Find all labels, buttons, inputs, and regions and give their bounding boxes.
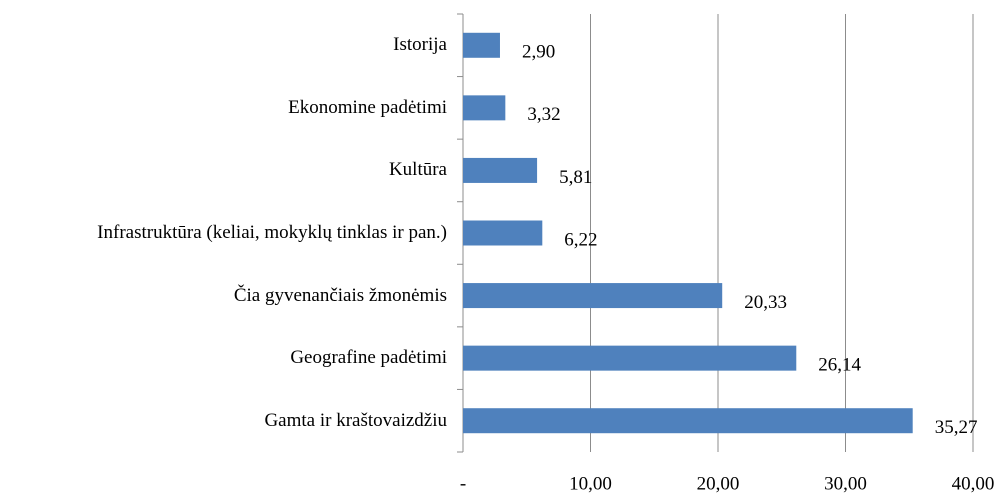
y-tick-label: Gamta ir kraštovaizdžiu (264, 409, 447, 431)
bar (463, 220, 543, 246)
x-tick-label: 30,00 (824, 473, 867, 494)
bar (463, 32, 500, 58)
value-label: 5,81 (559, 167, 592, 188)
bar (463, 345, 797, 371)
y-tick-label: Geografine padėtimi (290, 347, 447, 369)
bar (463, 408, 913, 434)
y-tick-label: Kultūra (388, 159, 447, 181)
x-tick-label: 10,00 (569, 473, 612, 494)
value-label: 3,32 (527, 104, 560, 125)
y-tick-label: Infrastruktūra (keliai, mokyklų tinklas … (97, 222, 447, 243)
bar (463, 157, 538, 183)
y-tick-label: Istorija (393, 34, 447, 56)
value-label: 20,33 (744, 292, 787, 313)
value-label: 2,90 (522, 42, 555, 63)
bar (463, 283, 723, 309)
value-label: 6,22 (564, 229, 597, 250)
value-label: 35,27 (935, 417, 978, 438)
value-label: 26,14 (818, 355, 861, 376)
x-tick-label: - (460, 473, 466, 494)
y-tick-label: Ekonomine padėtimi (288, 96, 447, 118)
x-tick-label: 40,00 (952, 473, 995, 494)
bar (463, 95, 506, 121)
x-tick-label: 20,00 (697, 473, 740, 494)
y-tick-label: Čia gyvenančiais žmonėmis (233, 284, 447, 306)
